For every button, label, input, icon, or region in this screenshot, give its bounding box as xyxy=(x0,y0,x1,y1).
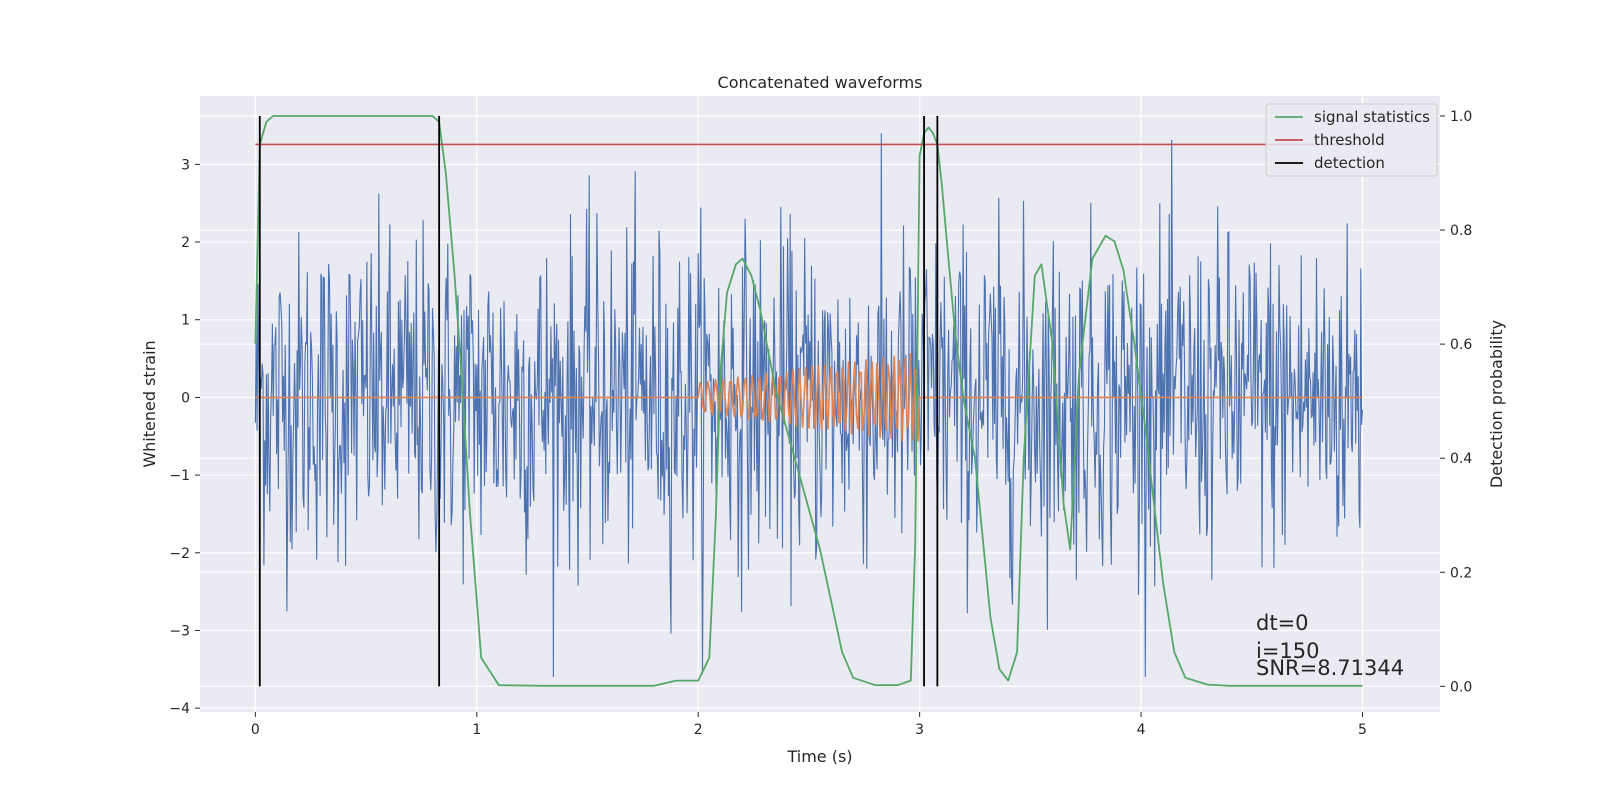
x-tick-label: 3 xyxy=(915,722,924,738)
x-tick-label: 2 xyxy=(694,722,703,738)
y2-tick-label: 0.0 xyxy=(1450,679,1472,695)
annotation-i: i=150 xyxy=(1256,639,1320,663)
chart-title: Concatenated waveforms xyxy=(718,73,923,92)
legend-label-threshold: threshold xyxy=(1314,131,1385,149)
legend-box xyxy=(1265,103,1438,177)
y-tick-label: 0 xyxy=(181,390,190,406)
y2-tick-label: 0.6 xyxy=(1450,337,1472,353)
axes: 0 1 2 3 4 5 −4 −3 −2 −1 0 1 2 3 0.0 0.2 0.4 0.6 0.8 1.0 xyxy=(169,109,1472,738)
x-tick-label: 0 xyxy=(251,722,260,738)
y2-tick-label: 0.4 xyxy=(1450,451,1472,467)
signal-statistics-line xyxy=(254,115,1363,687)
legend: signal statistics threshold detection xyxy=(1265,103,1438,177)
annotations: dt=0 i=150 SNR=8.71344 xyxy=(1256,611,1404,680)
y2-tick-label: 1.0 xyxy=(1450,109,1472,125)
legend-label-signal-statistics: signal statistics xyxy=(1314,108,1430,126)
y2-tick-label: 0.8 xyxy=(1450,223,1472,239)
series-layer xyxy=(254,115,1364,687)
y-tick-label: −1 xyxy=(169,468,190,484)
y-tick-label: −4 xyxy=(169,701,190,717)
x-tick-label: 4 xyxy=(1137,722,1146,738)
y2-axis-label: Detection probability xyxy=(1487,320,1506,488)
y-tick-label: 1 xyxy=(181,313,190,329)
y-tick-label: −3 xyxy=(169,623,190,639)
y-tick-label: −2 xyxy=(169,546,190,562)
x-tick-label: 1 xyxy=(472,722,481,738)
annotation-dt: dt=0 xyxy=(1256,611,1309,635)
y-tick-label: 2 xyxy=(181,235,190,251)
y-axis-label: Whitened strain xyxy=(140,340,159,467)
y2-tick-label: 0.2 xyxy=(1450,565,1472,581)
annotation-snr: SNR=8.71344 xyxy=(1256,656,1404,680)
x-tick-label: 5 xyxy=(1358,722,1367,738)
y-tick-label: 3 xyxy=(181,157,190,173)
legend-label-detection: detection xyxy=(1314,154,1385,172)
x-axis-label: Time (s) xyxy=(786,747,852,766)
